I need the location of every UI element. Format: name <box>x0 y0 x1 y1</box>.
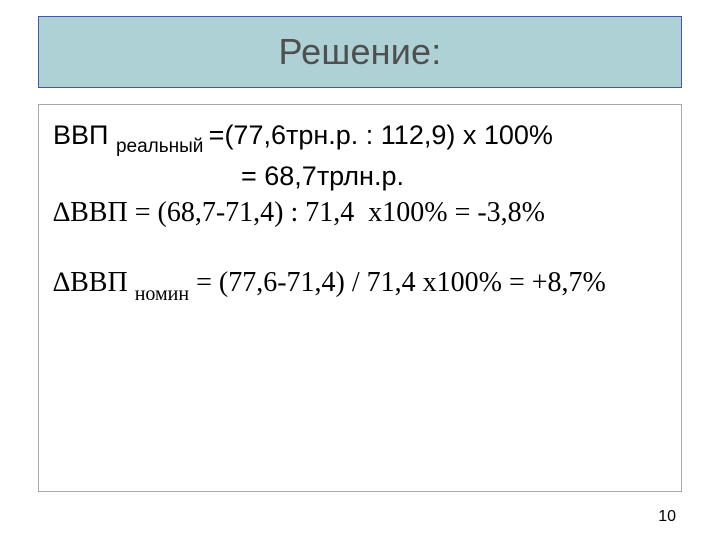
slide: Решение: ВВП реальный =(77,6трн.р. : 112… <box>0 0 720 540</box>
line-real-gdp: ВВП реальный =(77,6трн.р. : 112,9) х 100… <box>53 117 667 158</box>
text: ∆ВВП <box>53 267 135 298</box>
text: ВВП <box>53 120 116 150</box>
text: =(77,6трн.р. : 112,9) х 100% <box>209 120 553 150</box>
body-box: ВВП реальный =(77,6трн.р. : 112,9) х 100… <box>38 104 682 492</box>
line-delta-gdp: ∆ВВП = (68,7-71,4) : 71,4 х100% = -3,8% <box>53 194 667 232</box>
blank-line <box>53 232 667 264</box>
line-delta-gdp-nominal: ∆ВВП номин = (77,6-71,4) / 71,4 х100% = … <box>53 264 667 306</box>
title-box: Решение: <box>38 16 682 88</box>
text: = (77,6-71,4) / 71,4 х100% = +8,7% <box>189 267 606 298</box>
subscript-nominal: номин <box>135 283 189 305</box>
subscript-real: реальный <box>116 136 209 157</box>
slide-title: Решение: <box>279 31 442 73</box>
page-number: 10 <box>658 508 676 526</box>
line-real-gdp-result: = 68,7трлн.р. <box>53 158 667 194</box>
